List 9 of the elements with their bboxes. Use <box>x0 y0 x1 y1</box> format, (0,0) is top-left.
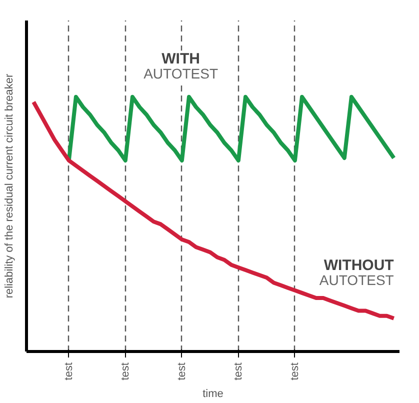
x-axis-title: time <box>202 388 224 400</box>
x-tick-label: test <box>119 362 132 380</box>
x-tick-label: test <box>176 362 188 380</box>
x-tick-label: test <box>232 362 244 380</box>
series-label: WITHOUT AUTOTEST <box>319 256 394 288</box>
x-tick-label: test <box>288 362 301 380</box>
x-tick-label: test <box>62 362 75 380</box>
y-axis-title: reliability of the residual current circuit breaker <box>4 73 16 298</box>
series-label: WITH AUTOTEST <box>144 50 218 82</box>
